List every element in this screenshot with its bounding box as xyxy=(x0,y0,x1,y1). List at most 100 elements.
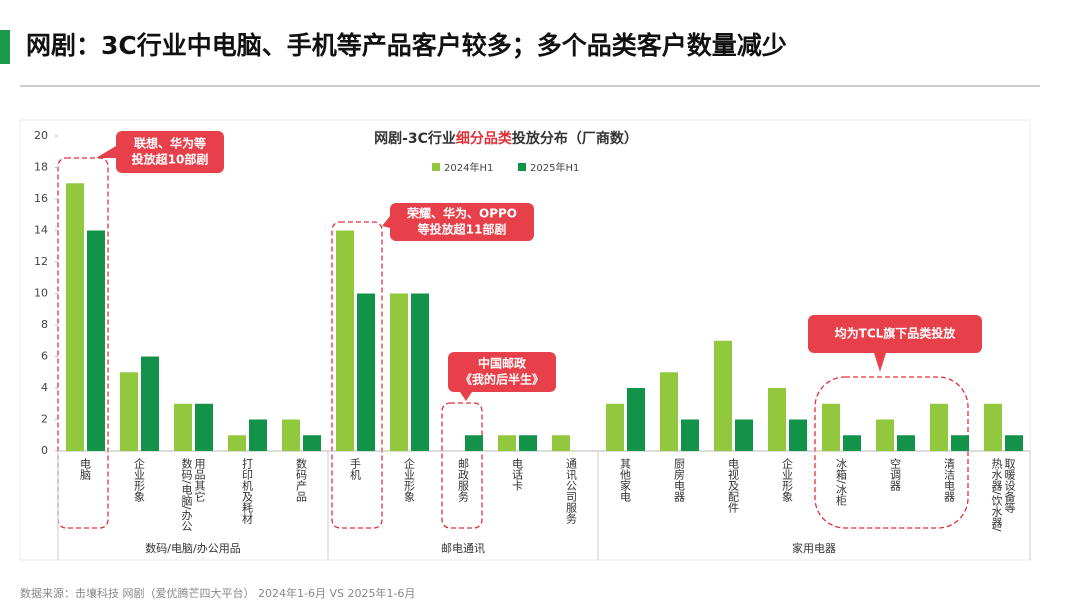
highlight-box xyxy=(441,402,483,529)
x-tick-label: 手机 xyxy=(348,458,362,480)
bar xyxy=(1005,435,1023,451)
bar xyxy=(336,230,354,451)
y-tick-label: 14 xyxy=(34,224,48,237)
highlight-box xyxy=(57,157,109,529)
x-tick-label: 数码产品 xyxy=(294,458,308,502)
bar xyxy=(249,419,267,451)
title-part: 投放分布（厂商数） xyxy=(512,130,638,147)
bar xyxy=(357,293,375,451)
bar xyxy=(465,435,483,451)
bar xyxy=(822,403,840,451)
y-tick-label: 8 xyxy=(41,318,48,331)
x-tick-label: 打印机及耗材 xyxy=(240,458,254,524)
callout-text: 中国邮政 xyxy=(478,356,527,371)
highlight-box xyxy=(331,221,383,529)
y-tick-label: 12 xyxy=(34,255,48,268)
legend-swatch xyxy=(432,163,440,171)
chart-title: 网剧-3C行业细分品类投放分布（厂商数） xyxy=(374,130,638,147)
title-part: 网剧-3C行业 xyxy=(374,130,456,147)
bar xyxy=(411,293,429,451)
source: 数据来源：击壤科技 网剧（爱优腾芒四大平台） 2024年1-6月 VS 2025… xyxy=(20,586,415,600)
bar xyxy=(876,419,894,451)
bar xyxy=(282,419,300,451)
highlight-box xyxy=(814,376,969,529)
bar xyxy=(552,435,570,451)
page-title: 网剧：3C行业中电脑、手机等产品客户较多；多个品类客户数量减少 xyxy=(26,31,787,60)
x-tick-label: 清洁电器 xyxy=(942,458,956,502)
bar xyxy=(66,183,84,451)
y-tick-label: 10 xyxy=(34,287,48,300)
callout-text: 均为TCL旗下品类投放 xyxy=(835,326,957,341)
highlights xyxy=(57,157,969,529)
callout-text: 荣耀、华为、OPPO xyxy=(406,206,517,221)
group-label: 邮电通讯 xyxy=(441,542,485,555)
callout-box xyxy=(448,352,556,392)
bar xyxy=(714,340,732,451)
bar xyxy=(660,372,678,451)
callout-pointer xyxy=(874,353,886,372)
y-tick-label: 6 xyxy=(41,350,48,363)
bar xyxy=(87,230,105,451)
callout-box xyxy=(116,131,224,173)
group-label: 家用电器 xyxy=(792,541,836,555)
bar xyxy=(681,419,699,451)
bar xyxy=(228,435,246,451)
callout: 均为TCL旗下品类投放 xyxy=(808,315,982,372)
y-tick-label: 2 xyxy=(41,413,48,426)
header-bar xyxy=(0,30,10,64)
x-tick-label: 空调器 xyxy=(888,458,902,491)
y-tick-label: 18 xyxy=(34,161,48,174)
bar xyxy=(141,356,159,451)
callout-text: 等投放超11部剧 xyxy=(417,222,507,237)
chart-frame xyxy=(19,119,1031,561)
x-tick-label: 企业形象 xyxy=(402,458,416,502)
y-tick-label: 20 xyxy=(34,129,48,142)
bar xyxy=(195,403,213,451)
bar xyxy=(606,403,624,451)
callout-pointer xyxy=(96,146,116,158)
y-tick-label: 0 xyxy=(41,444,48,457)
x-tick-label: 电视及配件 xyxy=(726,458,740,513)
legend-label: 2025年H1 xyxy=(530,161,579,174)
bar xyxy=(627,388,645,451)
legend-swatch xyxy=(518,163,526,171)
bar xyxy=(390,293,408,451)
bar xyxy=(303,435,321,451)
callout: 中国邮政《我的后半生》 xyxy=(448,352,556,401)
bar xyxy=(843,435,861,451)
x-tick-label: 厨房电器 xyxy=(672,458,686,502)
bar xyxy=(930,403,948,451)
callout-pointer xyxy=(460,392,472,401)
callout-box xyxy=(390,203,534,241)
x-tick-label: 企业形象 xyxy=(780,458,794,502)
y-tick-label: 16 xyxy=(34,192,48,205)
bar xyxy=(735,419,753,451)
y-tick-label: 4 xyxy=(41,381,48,394)
bar xyxy=(174,403,192,451)
bar xyxy=(120,372,138,451)
x-tick-label: 通讯公司服务 xyxy=(564,458,578,524)
x-tick-label: 电话卡 xyxy=(510,458,524,491)
bar xyxy=(768,388,786,451)
bar xyxy=(897,435,915,451)
callout-text: 《我的后半生》 xyxy=(460,372,544,387)
bar xyxy=(984,403,1002,451)
bar xyxy=(519,435,537,451)
callout-pointer xyxy=(382,216,390,228)
callout-box xyxy=(808,315,982,353)
x-tick-label: 其他家电 xyxy=(618,458,632,502)
title-part: 细分品类 xyxy=(456,130,513,147)
x-tick-label: 热水器/饮水器/取暖设备等 xyxy=(990,458,1016,532)
x-tick-label: 数码/电脑/办公用品其它 xyxy=(180,458,206,532)
bar xyxy=(498,435,516,451)
x-tick-label: 电脑 xyxy=(78,458,92,480)
bar xyxy=(789,419,807,451)
x-tick-label: 企业形象 xyxy=(132,458,146,502)
bar xyxy=(951,435,969,451)
x-tick-label: 邮政服务 xyxy=(456,458,470,502)
group-label: 数码/电脑/办公用品 xyxy=(145,542,240,555)
